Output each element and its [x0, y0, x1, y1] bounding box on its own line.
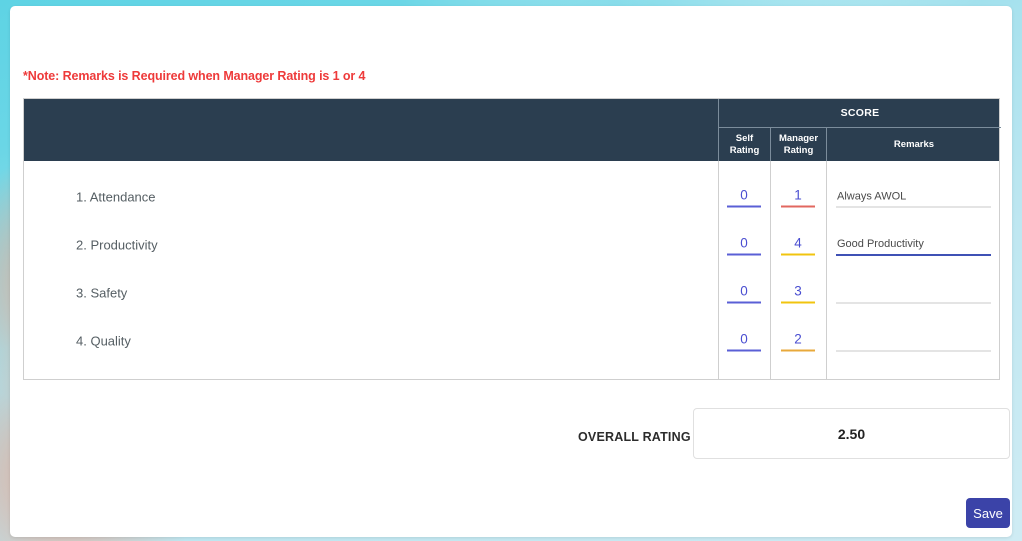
- self-rating-label-line1: Self: [735, 132, 754, 144]
- manager-rating-cell: 3: [770, 283, 826, 304]
- remarks-cell: [826, 187, 1001, 208]
- remarks-cell: [826, 283, 1001, 304]
- appraisal-table: SCORE Self Rating Manager Rating Remarks…: [23, 98, 1001, 380]
- remarks-input[interactable]: [836, 236, 991, 256]
- criteria-label: 4. Quality: [76, 333, 131, 349]
- manager-rating-cell: 1: [770, 187, 826, 208]
- column-header-score: SCORE: [718, 99, 1001, 127]
- self-rating-input[interactable]: 0: [727, 332, 761, 352]
- self-rating-cell: 0: [718, 283, 770, 304]
- manager-rating-input[interactable]: 1: [781, 188, 815, 208]
- manager-rating-input[interactable]: 4: [781, 236, 815, 256]
- remarks-input[interactable]: [836, 332, 991, 352]
- remarks-input[interactable]: [836, 188, 991, 208]
- column-header-remarks: Remarks: [826, 127, 1001, 161]
- column-divider-self: [718, 161, 719, 379]
- table-row: 4. Quality 0 2: [24, 317, 999, 365]
- overall-rating-label: OVERALL RATING: [578, 430, 691, 444]
- manager-rating-input[interactable]: 2: [781, 332, 815, 352]
- appraisal-card: *Note: Remarks is Required when Manager …: [10, 6, 1012, 537]
- table-row: 3. Safety 0 3: [24, 269, 999, 317]
- self-rating-cell: 0: [718, 187, 770, 208]
- manager-rating-cell: 4: [770, 235, 826, 256]
- self-rating-input[interactable]: 0: [727, 284, 761, 304]
- manager-rating-label-line2: Rating: [783, 144, 814, 156]
- column-header-self-rating: Self Rating: [718, 127, 770, 161]
- column-divider-manager: [770, 161, 771, 379]
- overall-rating-value: 2.50: [693, 408, 1010, 459]
- remarks-cell: [826, 331, 1001, 352]
- table-header: SCORE Self Rating Manager Rating Remarks: [24, 99, 1001, 161]
- manager-rating-label-line1: Manager: [778, 132, 819, 144]
- criteria-label: 3. Safety: [76, 285, 128, 301]
- manager-rating-input[interactable]: 3: [781, 284, 815, 304]
- self-rating-label-line2: Rating: [729, 144, 760, 156]
- save-button[interactable]: Save: [966, 498, 1010, 528]
- required-remarks-note: *Note: Remarks is Required when Manager …: [23, 69, 366, 83]
- column-divider-remarks: [826, 161, 827, 379]
- criteria-label: 2. Productivity: [76, 237, 158, 253]
- remarks-input[interactable]: [836, 284, 991, 304]
- table-row: 1. Attendance 0 1: [24, 173, 999, 221]
- manager-rating-cell: 2: [770, 331, 826, 352]
- self-rating-cell: 0: [718, 235, 770, 256]
- table-row: 2. Productivity 0 4: [24, 221, 999, 269]
- criteria-label: 1. Attendance: [76, 189, 156, 205]
- remarks-cell: [826, 234, 1001, 256]
- column-header-manager-rating: Manager Rating: [770, 127, 826, 161]
- self-rating-input[interactable]: 0: [727, 236, 761, 256]
- self-rating-input[interactable]: 0: [727, 188, 761, 208]
- self-rating-cell: 0: [718, 331, 770, 352]
- table-body: 1. Attendance012. Productivity043. Safet…: [24, 161, 999, 379]
